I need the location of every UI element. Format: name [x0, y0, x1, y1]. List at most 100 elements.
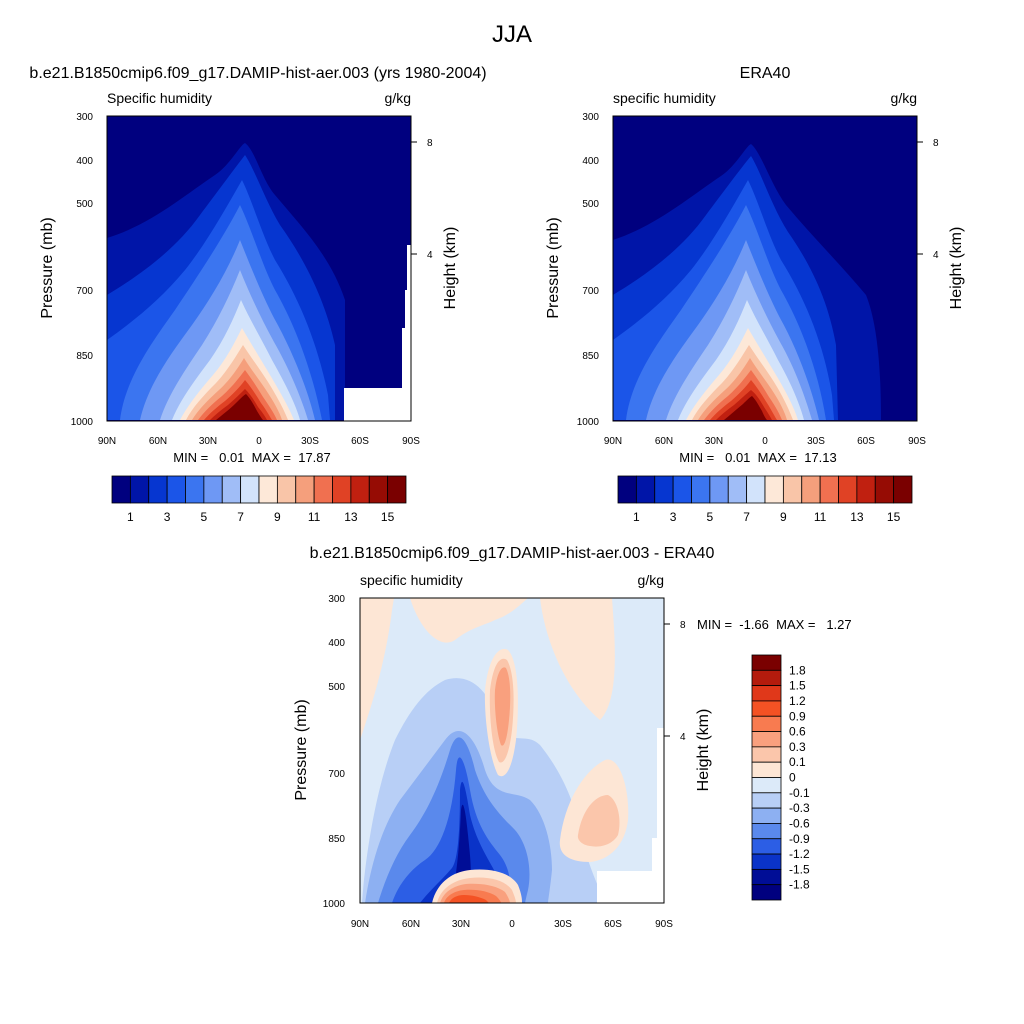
colorbar-diff: 1.81.51.20.90.60.30.10-0.1-0.3-0.6-0.9-1… [751, 654, 810, 901]
colorbar-swatch [148, 475, 168, 504]
x-tick-label: 90S [655, 919, 673, 930]
y-tick-label: 400 [76, 156, 93, 167]
colorbar-tick-label: -1.5 [789, 862, 810, 876]
x-tick-label: 30N [452, 919, 470, 930]
colorbar-tick-label: 9 [274, 510, 281, 524]
colorbar-tick-label: 3 [670, 510, 677, 524]
colorbar-tick-label: 11 [814, 510, 827, 524]
colorbar-swatch [129, 475, 150, 504]
panel-obs-right-label: g/kg [891, 90, 917, 106]
colorbar-swatch [295, 475, 315, 504]
colorbar-swatch [751, 761, 782, 778]
colorbar-tick-label: 0.1 [789, 755, 806, 769]
colorbar-tick-label: 1 [633, 510, 640, 524]
y-tick-label: 1000 [577, 417, 600, 428]
colorbar-swatch [764, 475, 784, 504]
colorbar-swatch [856, 475, 876, 504]
colorbar-swatch [874, 475, 895, 504]
panel-diff-left-label: specific humidity [360, 572, 463, 588]
x-tick-label: 0 [256, 436, 262, 447]
colorbar-swatch [166, 475, 186, 504]
colorbar-swatch [751, 777, 782, 794]
panel-diff-x-axis: 90N 60N 30N 0 30S 60S 90S [351, 919, 673, 930]
x-tick-label: 30S [807, 436, 825, 447]
colorbar-swatch [751, 746, 782, 763]
y-tick-label: 1000 [71, 417, 94, 428]
y-tick-label: 500 [328, 682, 345, 693]
y-tick-label: 850 [328, 834, 345, 845]
colorbar-swatch [751, 838, 782, 855]
colorbar-tick-label: 15 [887, 510, 901, 524]
x-tick-label: 30S [554, 919, 572, 930]
colorbar-swatch [185, 475, 205, 504]
colorbar-tick-label: -0.6 [789, 816, 810, 830]
x-tick-label: 90N [351, 919, 369, 930]
colorbar-tick-label: 5 [707, 510, 714, 524]
panel-model-title: b.e21.B1850cmip6.f09_g17.DAMIP-hist-aer.… [29, 65, 486, 82]
colorbar-tick-label: 1.8 [789, 663, 806, 677]
contour-fill-level [455, 804, 471, 885]
y2-tick-label: 4 [427, 250, 433, 261]
y2-tick-label: 4 [933, 250, 939, 261]
panel-diff-y-axis: 300 400 500 700 850 1000 Pressure (mb) [293, 594, 345, 910]
panel-obs-x-axis: 90N 60N 30N 0 30S 60S 90S [604, 436, 926, 447]
plot-frame [359, 597, 665, 904]
colorbar-swatch [654, 475, 674, 504]
x-tick-label: 60N [149, 436, 167, 447]
y-axis-label: Pressure (mb) [39, 217, 56, 318]
x-tick-label: 90S [402, 436, 420, 447]
colorbar-tick-label: -0.1 [789, 786, 810, 800]
colorbar-model: 1 3 5 7 9 11 13 15 [111, 475, 407, 524]
colorbar-tick-label: 0.6 [789, 725, 806, 739]
x-tick-label: 30N [199, 436, 217, 447]
x-tick-label: 90N [98, 436, 116, 447]
x-tick-label: 60N [402, 919, 420, 930]
y2-axis-label: Height (km) [442, 227, 459, 310]
colorbar-swatch [727, 475, 748, 504]
colorbar-tick-label: 9 [780, 510, 787, 524]
figure-title: JJA [492, 21, 532, 48]
colorbar-swatch [782, 475, 803, 504]
colorbar-tick-label: 1.5 [789, 679, 806, 693]
y2-tick-label: 8 [933, 138, 939, 149]
x-tick-label: 60S [604, 919, 622, 930]
colorbar-swatch [819, 475, 839, 504]
colorbar-swatch [751, 715, 782, 732]
x-tick-label: 90S [908, 436, 926, 447]
contour-fill-level [494, 667, 511, 746]
colorbar-swatch [635, 475, 656, 504]
panel-diff-title: b.e21.B1850cmip6.f09_g17.DAMIP-hist-aer.… [310, 545, 715, 562]
y-tick-label: 850 [582, 351, 599, 362]
colorbar-swatch [368, 475, 389, 504]
panel-diff-stats: MIN = -1.66 MAX = 1.27 [697, 617, 852, 632]
panel-model-stats: MIN = 0.01 MAX = 17.87 [173, 450, 331, 465]
y-tick-label: 300 [328, 594, 345, 605]
panel-diff-y2-axis: 8 4 Height (km) [664, 620, 712, 791]
y2-tick-label: 8 [680, 620, 686, 631]
plot-frame [612, 115, 918, 422]
colorbar-tick-label: 7 [743, 510, 750, 524]
y-tick-label: 300 [582, 112, 599, 123]
panel-model-left-label: Specific humidity [107, 90, 212, 106]
colorbar-swatch [240, 475, 260, 504]
colorbar-tick-label: 5 [201, 510, 208, 524]
panel-diff-right-label: g/kg [638, 572, 664, 588]
colorbar-tick-label: 13 [344, 510, 358, 524]
colorbar-swatch [111, 475, 131, 504]
y-tick-label: 500 [76, 199, 93, 210]
colorbar-swatch [893, 475, 913, 504]
colorbar-swatch [751, 868, 782, 886]
contour-fill-level [449, 895, 489, 903]
colorbar-tick-label: -0.9 [789, 832, 810, 846]
colorbar-swatch [751, 731, 782, 748]
colorbar-swatch [801, 475, 821, 504]
colorbar-tick-label: 0 [789, 771, 796, 785]
y2-tick-label: 8 [427, 138, 433, 149]
colorbar-swatch [350, 475, 370, 504]
panel-obs-left-label: specific humidity [613, 90, 716, 106]
x-tick-label: 30N [705, 436, 723, 447]
colorbar-tick-label: 0.9 [789, 709, 806, 723]
colorbar-swatch [746, 475, 766, 504]
colorbar-swatch [387, 475, 407, 504]
colorbar-tick-label: 7 [237, 510, 244, 524]
